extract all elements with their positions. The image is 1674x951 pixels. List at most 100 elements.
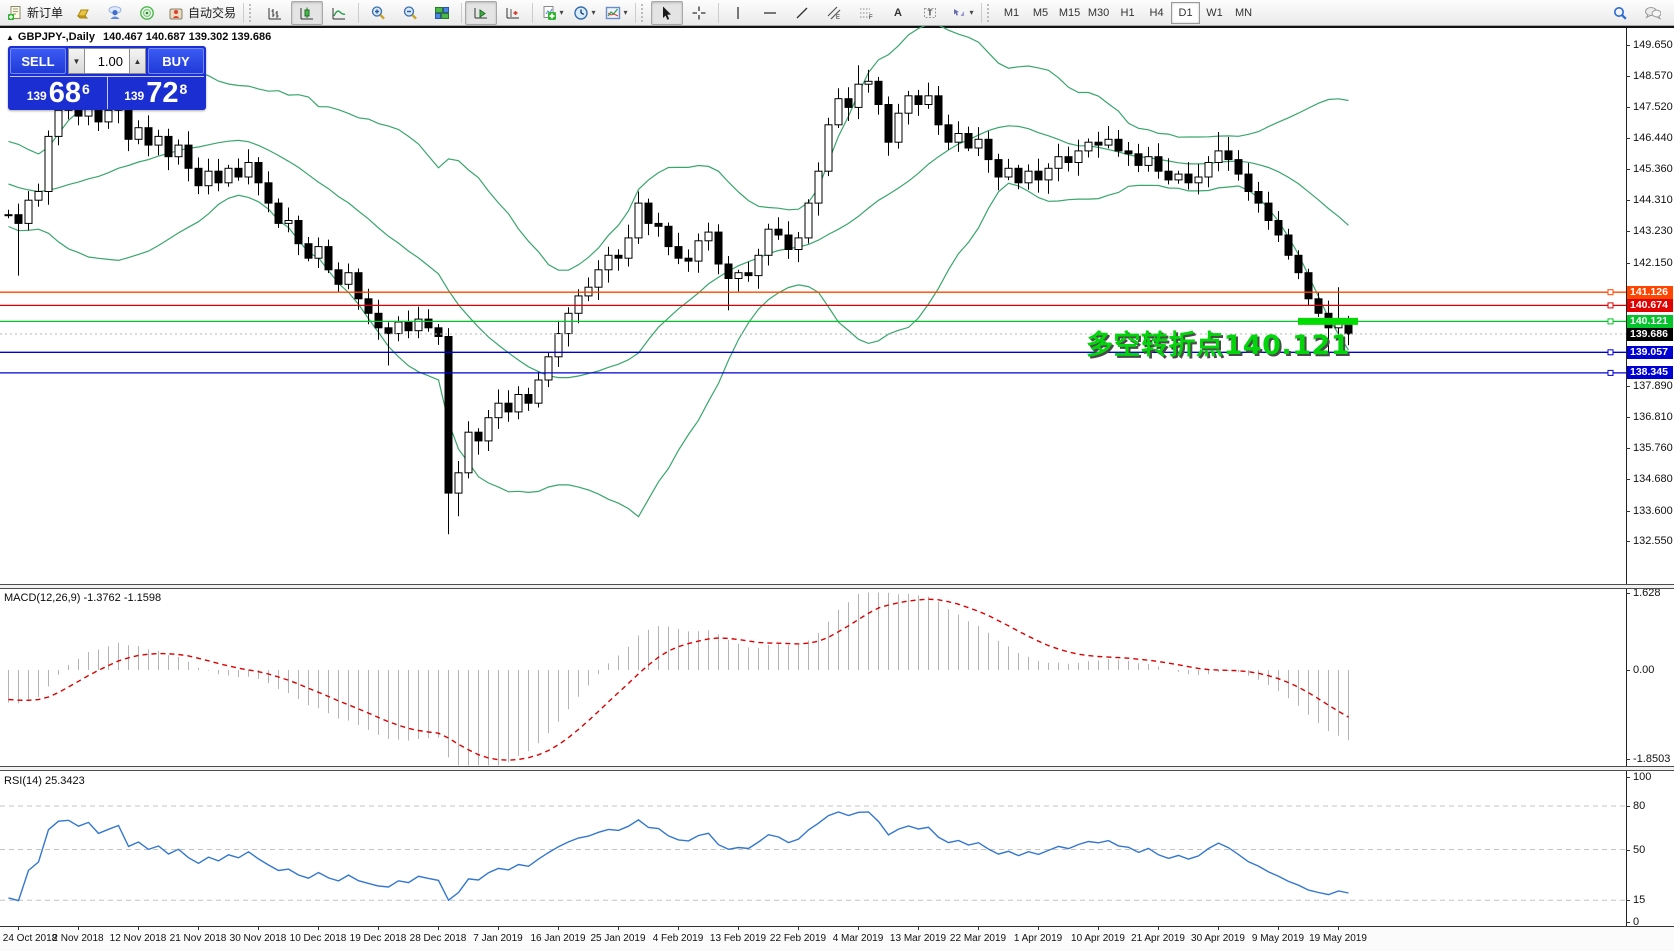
toolbar-separator [635,2,637,23]
date-axis-label: 16 Jan 2019 [530,933,586,944]
axis-price-label: 136.810 [1633,411,1673,424]
horizontal-level-line[interactable] [0,302,1626,309]
auto-scroll-button[interactable] [465,0,498,25]
buy-price-pip: 8 [179,81,188,97]
timeframe-button-m1[interactable]: M1 [1003,6,1020,19]
chart-annotation-text[interactable]: 多空转折点140.121 [1086,330,1350,361]
date-axis-tick [1338,927,1339,930]
trendline-tool-button[interactable] [786,1,818,25]
auto-trading-icon [167,4,184,21]
sell-price-prefix: 139 [26,89,47,104]
timeframe-button-m15[interactable]: M15 [1058,6,1081,19]
profile-button[interactable] [99,1,131,25]
date-axis-label: 7 Jan 2019 [473,933,523,944]
axis-price-label: 145.360 [1633,163,1673,176]
zoom-in-button[interactable] [362,1,394,25]
axis-tick [1626,417,1630,419]
price-axis-column[interactable] [1626,28,1674,926]
toolbar-grip[interactable] [249,3,255,22]
axis-price-label: 143.230 [1633,225,1673,238]
equidistant-channel-icon: E [826,4,843,21]
gold-bar-icon [75,4,92,21]
shapes-tool-button[interactable]: ▾ [946,1,978,25]
horizontal-level-line[interactable] [0,318,1626,325]
chart-shift-button[interactable] [497,1,529,25]
date-axis-tick [678,927,679,930]
macd-axis-label: 0.00 [1633,664,1655,676]
indicators-button[interactable]: ▾ [536,1,568,25]
rsi-line [8,811,1349,902]
toolbar-separator [532,2,534,23]
horizontal-level-line[interactable] [0,369,1626,376]
cursor-tool-button[interactable] [651,0,684,25]
search-button[interactable] [1604,1,1636,25]
date-axis[interactable]: 24 Oct 2018 2 Nov 2018 12 Nov 2018 21 Nov 2… [0,926,1674,951]
new-order-button[interactable]: 新订单 [2,1,67,25]
toolbar-grip[interactable] [987,3,993,22]
timeframe-button-mn[interactable]: MN [1234,6,1253,19]
date-axis-label: 12 Nov 2018 [109,933,167,944]
date-axis-tick [738,927,739,930]
buy-button[interactable]: BUY [148,48,204,74]
fibonacci-tool-button[interactable]: F [850,1,882,25]
axis-tick [1626,231,1630,233]
auto-trading-button[interactable]: 自动交易 [163,1,240,25]
candlestick-type-button[interactable] [291,0,324,25]
vertical-line-tool-button[interactable] [722,1,754,25]
symbol-title: GBPJPY-,Daily [17,31,95,43]
timeframe-button-h1[interactable]: H1 [1120,6,1135,19]
sell-price-display[interactable]: 139 68 6 [10,77,108,109]
volume-up-button[interactable]: ▲ [129,48,146,74]
label-tool-button[interactable]: T [914,1,946,25]
horizontal-level-line[interactable] [0,349,1626,356]
macd-axis-label: -1.8503 [1633,752,1671,765]
fibonacci-icon: F [858,4,875,21]
zoom-in-icon [370,4,387,21]
timeframe-button-h4[interactable]: H4 [1149,6,1164,19]
chat-button[interactable] [1636,1,1668,25]
chart-template-icon [605,4,622,21]
timeframe-button-m5[interactable]: M5 [1032,6,1049,19]
horizontal-line-tool-button[interactable] [754,1,786,25]
timeframe-button-w1[interactable]: W1 [1206,6,1223,19]
bar-chart-type-button[interactable] [259,1,291,25]
profile-cloud-icon [107,4,124,21]
axis-tick [1626,670,1630,671]
expand-triangle-icon[interactable]: ▲ [6,33,14,42]
toolbar-right-group [1604,1,1668,25]
channel-tool-button[interactable]: E [818,1,850,25]
buy-price-display[interactable]: 139 72 8 [108,77,205,109]
zoom-out-button[interactable] [394,1,426,25]
sell-button[interactable]: SELL [10,48,66,74]
panel-splitter[interactable] [0,766,1674,771]
tile-windows-button[interactable] [426,1,458,25]
gold-button[interactable] [67,1,99,25]
toolbar-grip[interactable] [641,3,647,22]
clock-icon [573,4,590,21]
panel-splitter[interactable] [0,584,1674,589]
axis-price-label: 133.600 [1633,504,1673,517]
date-axis-label: 25 Jan 2019 [590,933,646,944]
volume-field[interactable]: 1.00 [85,48,129,74]
crosshair-tool-button[interactable] [683,1,715,25]
timeframe-group: M1 M5 M15 M30 H1 H4 D1 W1 MN [997,1,1258,24]
templates-button[interactable]: ▾ [600,1,632,25]
volume-down-button[interactable]: ▼ [68,48,85,74]
timeframe-button-m30[interactable]: M30 [1087,6,1110,19]
timeframe-button-d1[interactable]: D1 [1171,1,1201,24]
date-axis-tick [618,927,619,930]
volume-control: ▼ 1.00 ▲ [66,48,148,74]
text-tool-button[interactable]: A [882,1,914,25]
rsi-axis-label: 80 [1633,800,1646,812]
date-axis-tick [558,927,559,930]
date-axis-tick [978,927,979,930]
periods-button[interactable]: ▾ [568,1,600,25]
radar-button[interactable] [131,1,163,25]
date-axis-label: 21 Apr 2019 [1131,933,1185,944]
date-axis-label: 30 Apr 2019 [1191,933,1245,944]
horizontal-level-line[interactable] [0,289,1626,296]
date-axis-label: 30 Nov 2018 [229,933,287,944]
svg-text:F: F [869,15,873,21]
line-chart-type-button[interactable] [323,1,355,25]
